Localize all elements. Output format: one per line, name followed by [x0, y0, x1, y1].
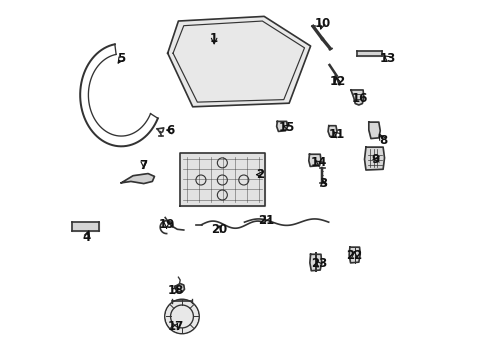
Text: 11: 11: [328, 128, 344, 141]
Polygon shape: [364, 147, 384, 170]
Polygon shape: [121, 174, 154, 184]
Text: 15: 15: [279, 121, 295, 134]
Text: 6: 6: [166, 124, 174, 137]
Text: 13: 13: [379, 52, 395, 65]
Text: 2: 2: [256, 168, 264, 181]
Text: 9: 9: [371, 153, 379, 166]
Polygon shape: [175, 284, 184, 292]
Polygon shape: [368, 122, 380, 139]
Polygon shape: [167, 17, 310, 107]
Text: 4: 4: [82, 231, 91, 244]
Polygon shape: [309, 254, 321, 271]
Text: 18: 18: [167, 284, 183, 297]
Polygon shape: [348, 247, 360, 263]
Text: 17: 17: [167, 320, 183, 333]
Polygon shape: [276, 121, 287, 131]
Polygon shape: [308, 154, 320, 166]
Text: 19: 19: [158, 218, 174, 231]
Text: 20: 20: [210, 223, 226, 236]
Text: 23: 23: [310, 257, 326, 270]
Text: 10: 10: [314, 17, 330, 30]
Text: 12: 12: [328, 75, 345, 88]
Text: 22: 22: [346, 248, 362, 261]
Text: 3: 3: [318, 177, 326, 190]
Text: 8: 8: [378, 134, 386, 147]
Text: 16: 16: [350, 92, 367, 105]
Polygon shape: [350, 90, 363, 105]
Circle shape: [165, 300, 198, 333]
Polygon shape: [180, 153, 264, 206]
Text: 5: 5: [117, 52, 125, 65]
Text: 14: 14: [310, 156, 326, 169]
Polygon shape: [327, 126, 336, 136]
Text: 7: 7: [140, 159, 147, 172]
Text: 21: 21: [257, 213, 273, 226]
Text: 1: 1: [210, 32, 218, 45]
